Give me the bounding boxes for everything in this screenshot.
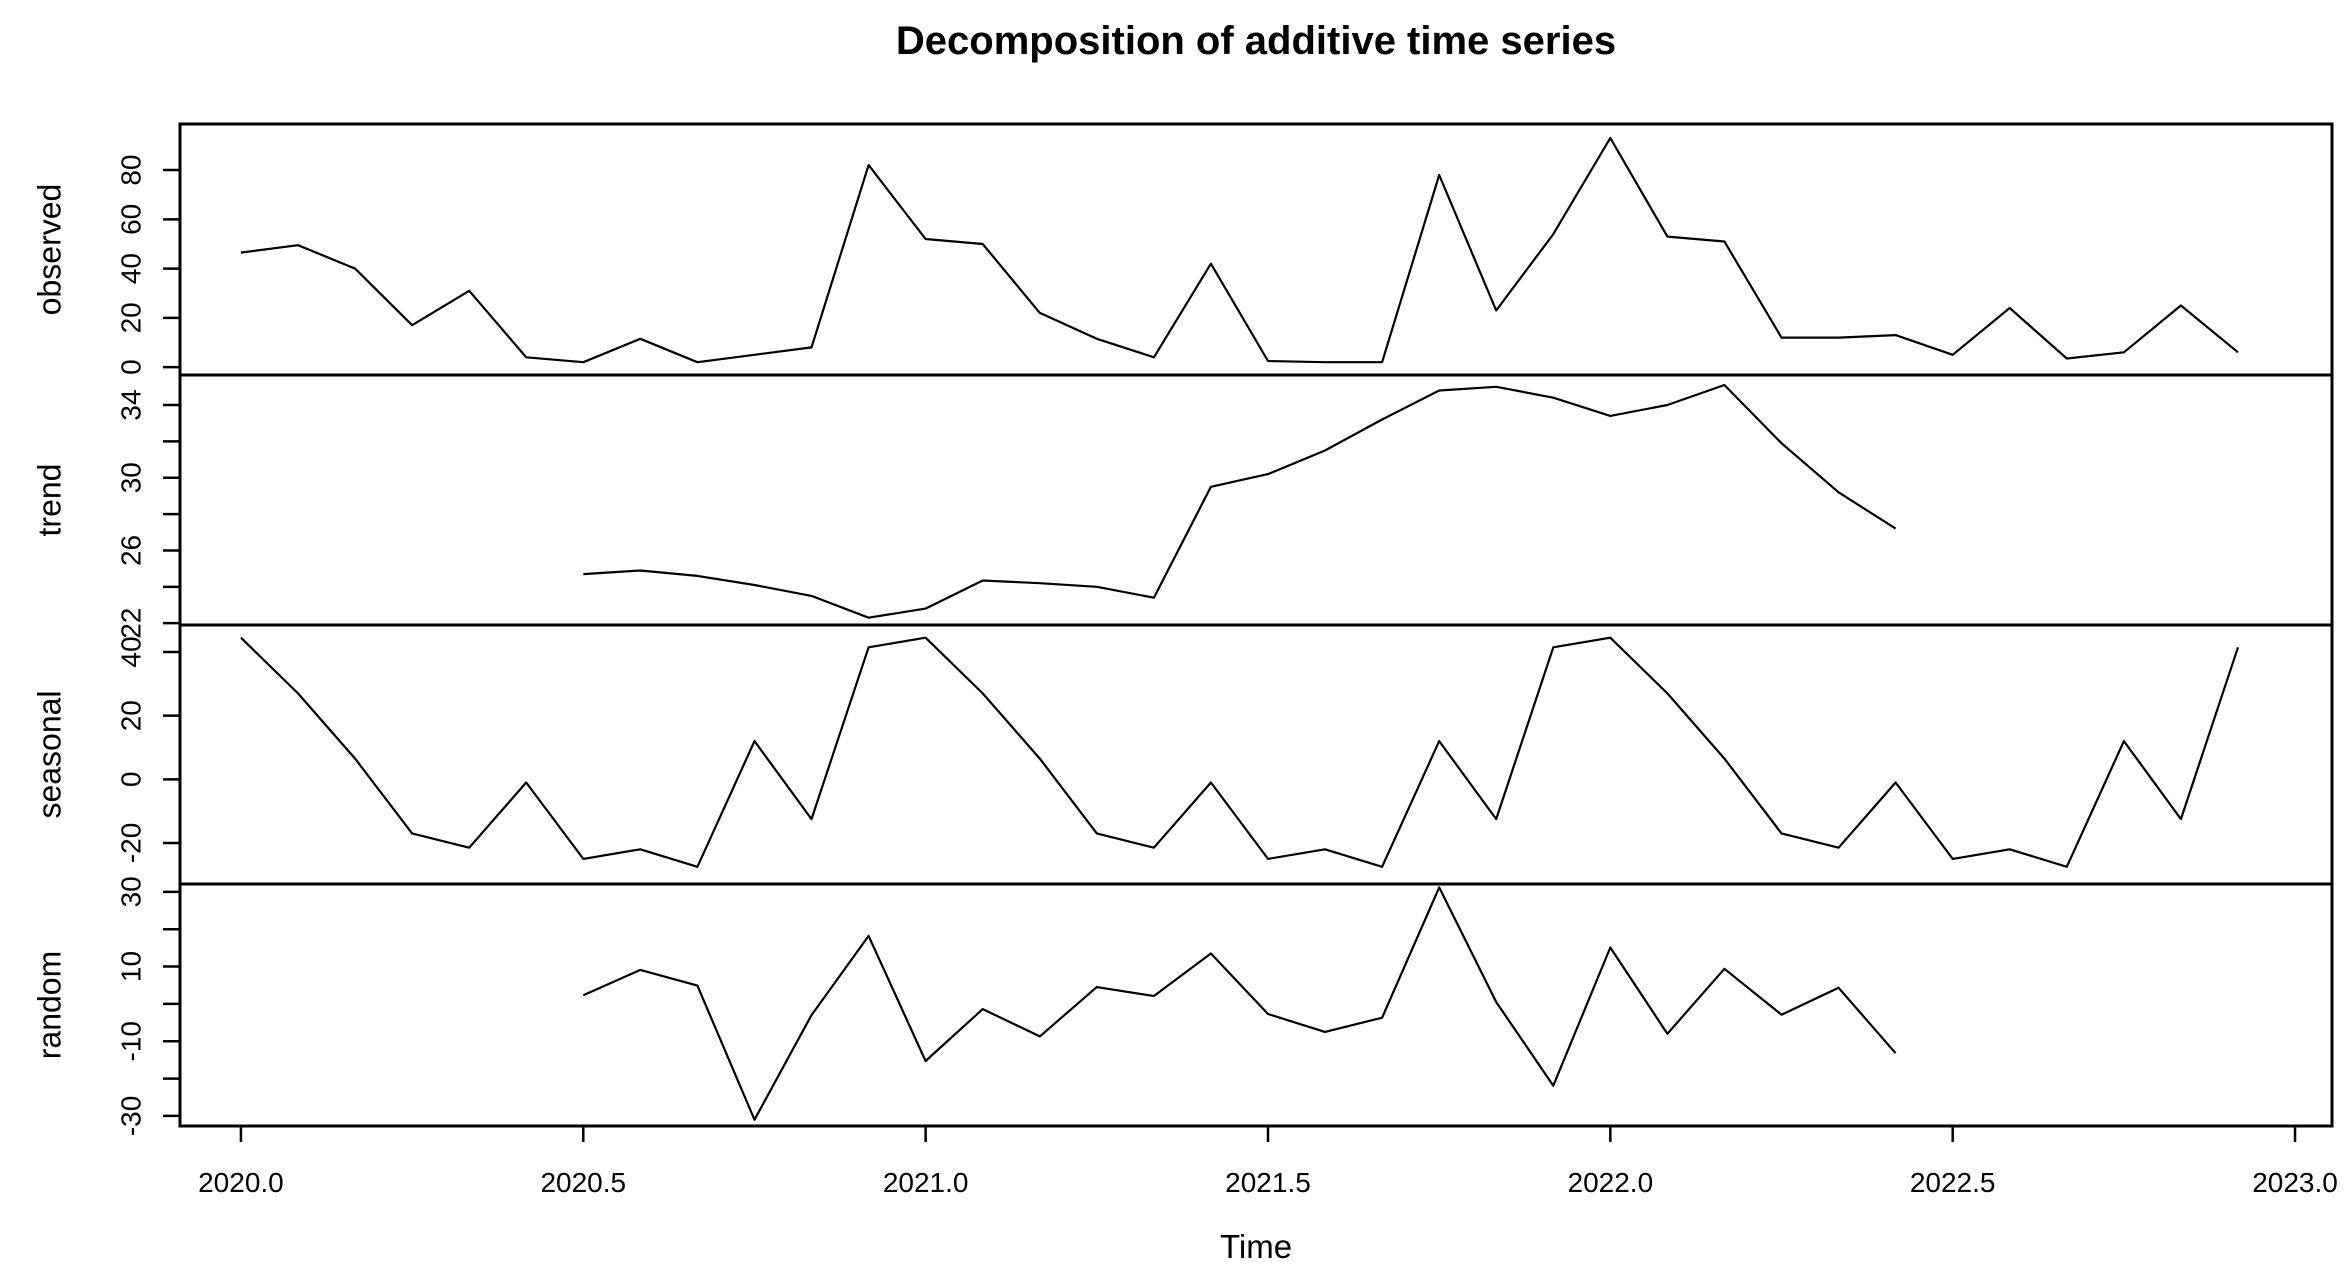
- panel-ylabel-observed: observed: [31, 184, 67, 316]
- seasonal-series-line: [240, 636, 2240, 868]
- x-tick-label: 2021.0: [883, 1167, 969, 1198]
- y-tick-label: 60: [115, 204, 146, 235]
- x-tick-label: 2022.5: [1910, 1167, 1996, 1198]
- y-tick-label: -20: [115, 823, 146, 863]
- y-tick-label: 0: [115, 772, 146, 788]
- observed-series-line: [240, 136, 2239, 364]
- chart-title: Decomposition of additive time series: [896, 19, 1616, 63]
- trend-series-line: [583, 383, 1897, 619]
- x-tick-label: 2020.5: [540, 1167, 626, 1198]
- panel-ylabel-trend: trend: [31, 464, 67, 537]
- y-tick-label: 10: [115, 951, 146, 982]
- y-tick-label: -30: [115, 1096, 146, 1136]
- x-axis: 2020.0 2020.5 2021.0 2021.5 2022.0 2022.5 2023…: [198, 1126, 2338, 1198]
- y-tick-label: -10: [115, 1021, 146, 1061]
- y-tick-label: 34: [115, 389, 146, 420]
- panel-trend: 22 26 30 34 trend: [31, 383, 1897, 639]
- y-tick-label: 30: [115, 462, 146, 493]
- x-axis-title: Time: [1220, 1228, 1292, 1265]
- panel-observed: 0 20 40 60 80 observed: [31, 136, 2239, 375]
- panel-seasonal: -20 0 20 40 seasonal: [31, 636, 2240, 868]
- y-tick-label: 20: [115, 700, 146, 731]
- y-tick-label: 20: [115, 302, 146, 333]
- panel-ylabel-seasonal: seasonal: [31, 690, 67, 818]
- x-tick-label: 2022.0: [1568, 1167, 1654, 1198]
- random-series-line: [582, 886, 1897, 1121]
- x-tick-label: 2020.0: [198, 1167, 284, 1198]
- x-tick-label: 2023.0: [2252, 1167, 2338, 1198]
- y-tick-label: 0: [115, 359, 146, 375]
- y-tick-label: 26: [115, 535, 146, 566]
- panel-ylabel-random: random: [31, 951, 67, 1060]
- y-tick-label: 40: [115, 253, 146, 284]
- y-tick-label: 40: [115, 636, 146, 667]
- x-tick-label: 2021.5: [1225, 1167, 1311, 1198]
- panel-random: -30 -10 10 30 random: [31, 876, 1897, 1136]
- y-tick-label: 22: [115, 608, 146, 639]
- y-tick-label: 30: [115, 876, 146, 907]
- plot-area: 0 20 40 60 80 observed 22 26 30 34 trend -20 0 20 40 se…: [31, 122, 2338, 1198]
- y-tick-label: 80: [115, 154, 146, 185]
